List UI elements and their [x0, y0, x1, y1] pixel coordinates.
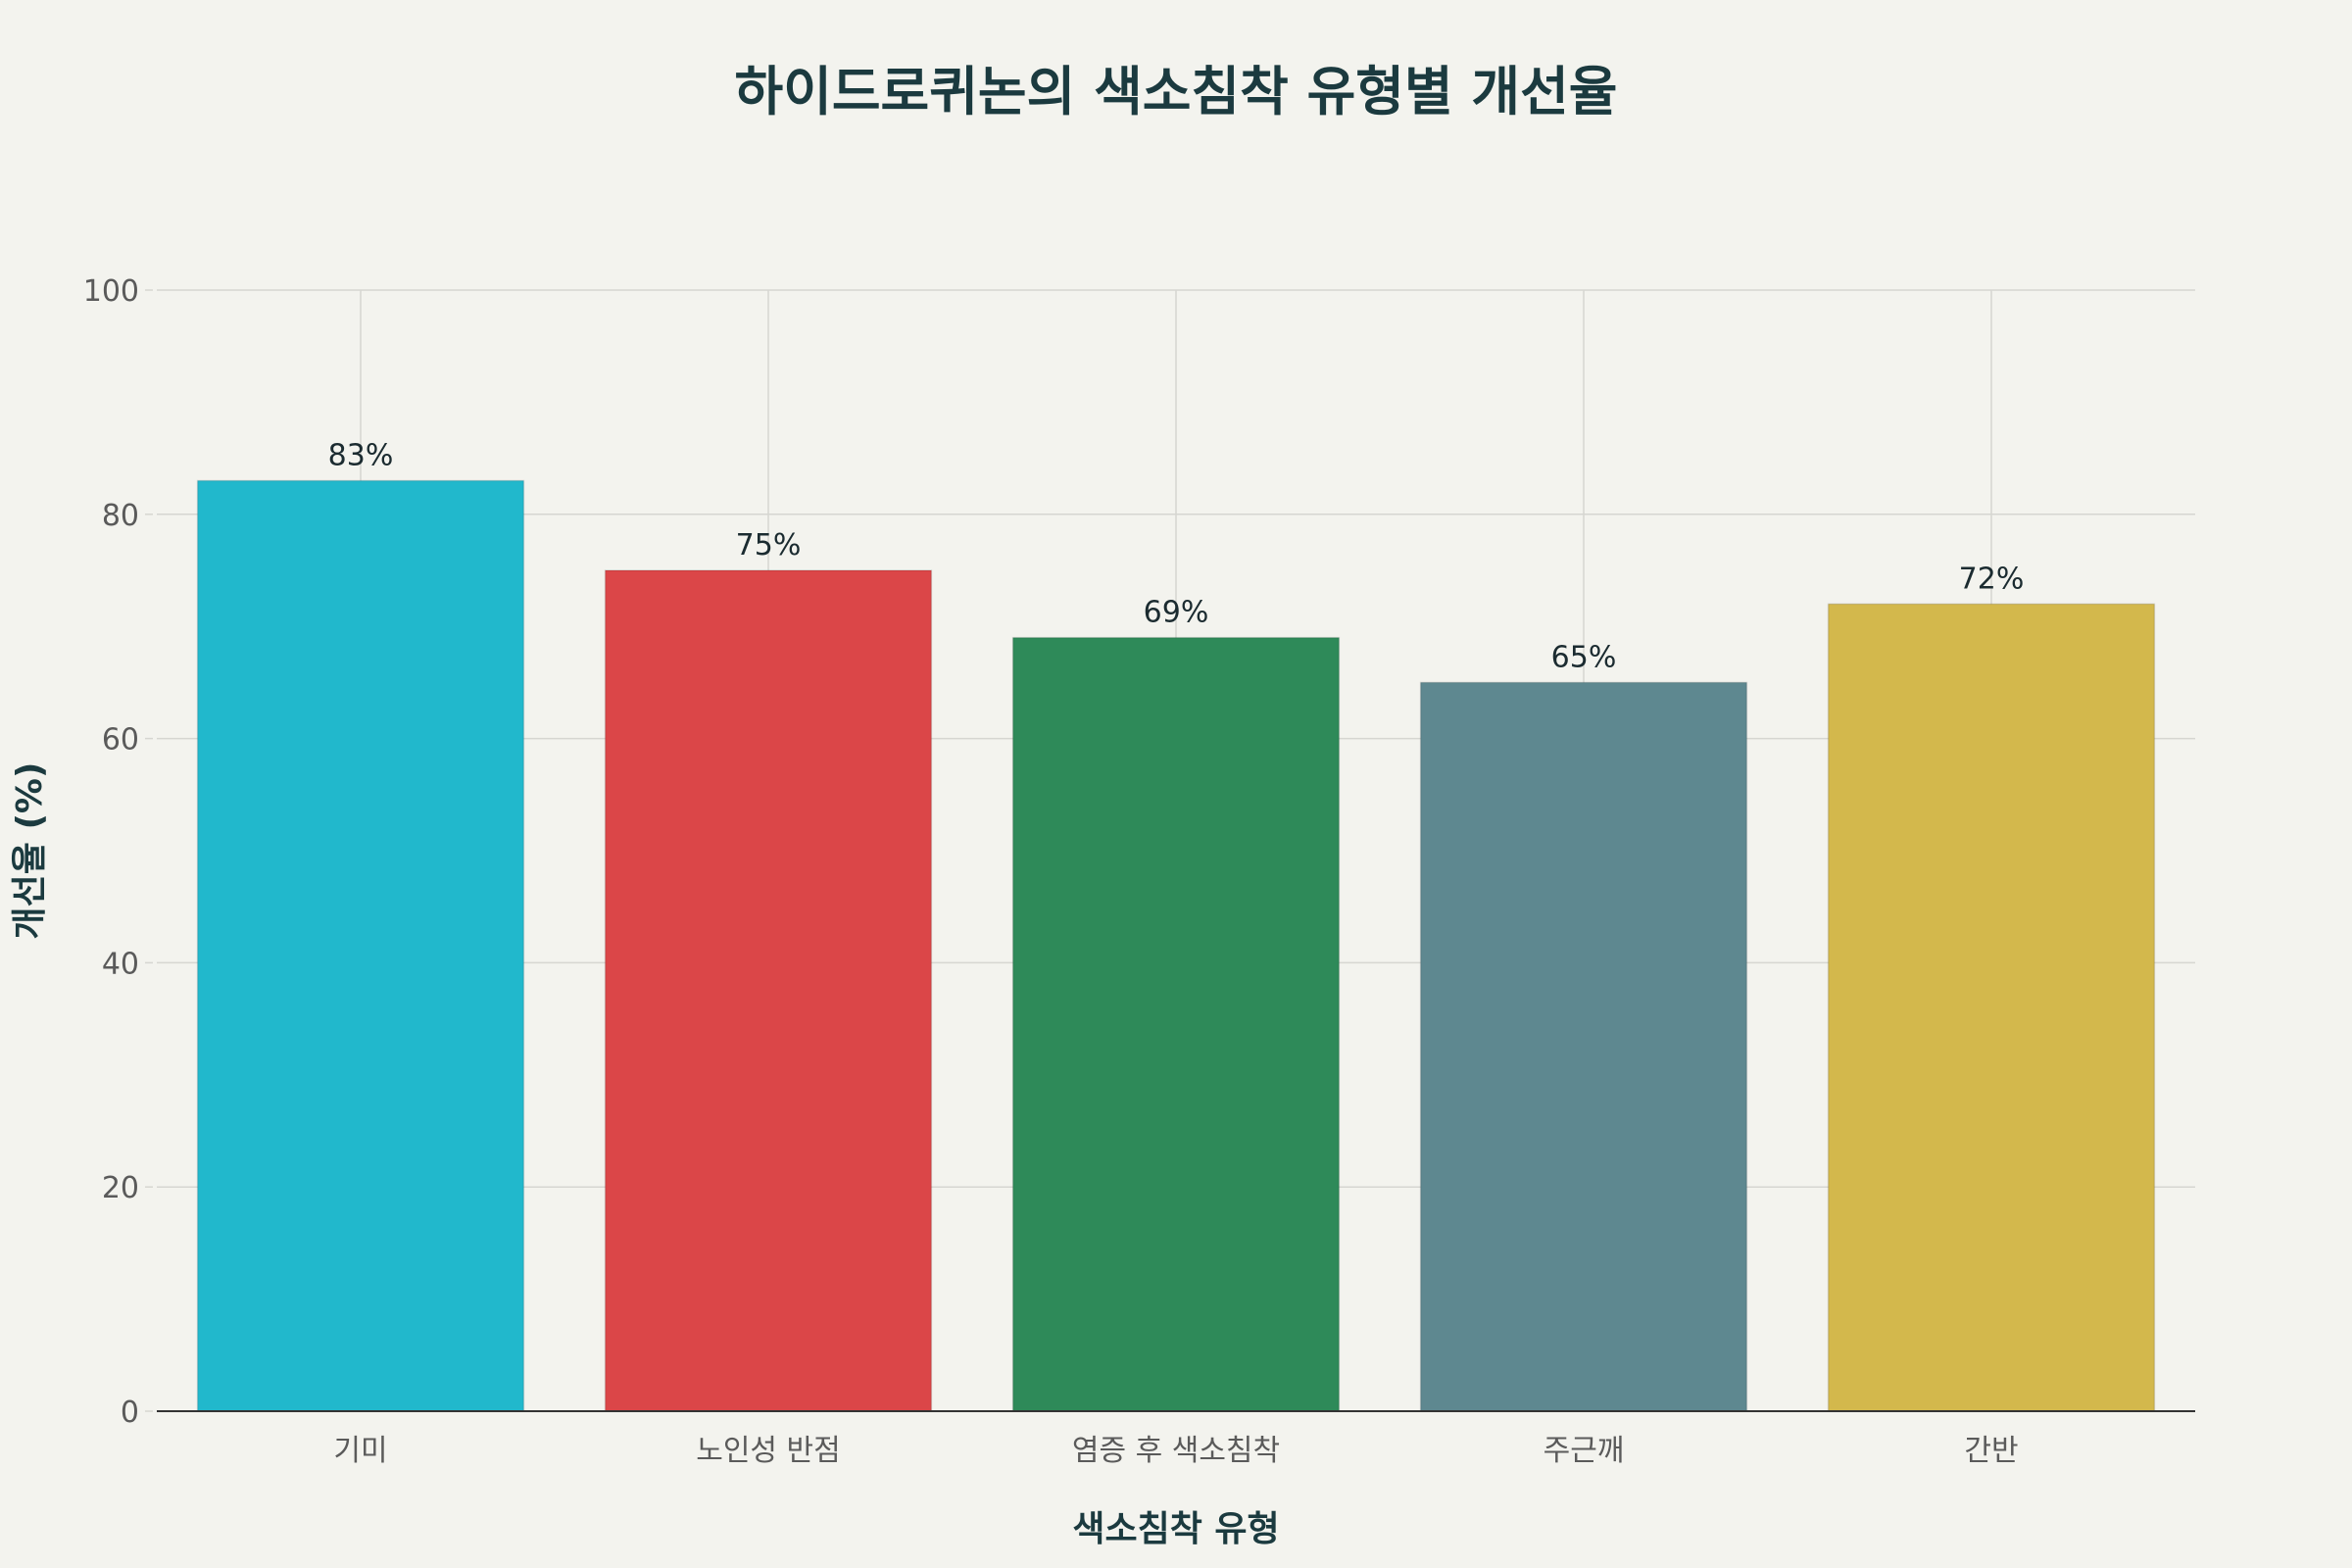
bar-value-label: 72% — [1959, 562, 2025, 596]
x-axis-title: 색소침착 유형 — [1072, 1509, 1279, 1549]
bar — [1419, 681, 1748, 1412]
y-tick-label: 100 — [83, 274, 139, 309]
y-tick-label: 80 — [102, 499, 139, 533]
y-tick-label: 0 — [121, 1396, 139, 1430]
x-tick-label: 노인성 반점 — [696, 1434, 841, 1468]
bar-value-label: 65% — [1551, 640, 1617, 674]
y-axis: 0 20 40 60 80 100 — [83, 274, 153, 1430]
bar — [196, 479, 525, 1412]
bar-value-label: 83% — [328, 438, 394, 472]
bar — [1827, 603, 2156, 1412]
bar — [1011, 636, 1341, 1412]
bar-value-label: 69% — [1144, 596, 1209, 630]
y-tick-label: 60 — [102, 723, 139, 758]
chart-title: 하이드로퀴논의 색소침착 유형별 개선율 — [735, 61, 1618, 122]
bar-value-label: 75% — [736, 528, 802, 563]
y-axis-title: 개선율 (%) — [10, 762, 50, 940]
x-tick-label: 주근깨 — [1544, 1434, 1625, 1468]
x-tick-label: 기미 — [333, 1434, 387, 1468]
x-tick-label: 염증 후 색소침착 — [1072, 1434, 1280, 1468]
y-tick-label: 20 — [102, 1171, 139, 1205]
x-tick-label: 간반 — [1964, 1434, 2018, 1468]
data-labels: 83% 75% 69% 65% 72% — [328, 438, 2025, 674]
bar — [604, 569, 933, 1412]
x-axis: 기미 노인성 반점 염증 후 색소침착 주근깨 간반 — [157, 1410, 2195, 1468]
y-tick-label: 40 — [102, 947, 139, 981]
